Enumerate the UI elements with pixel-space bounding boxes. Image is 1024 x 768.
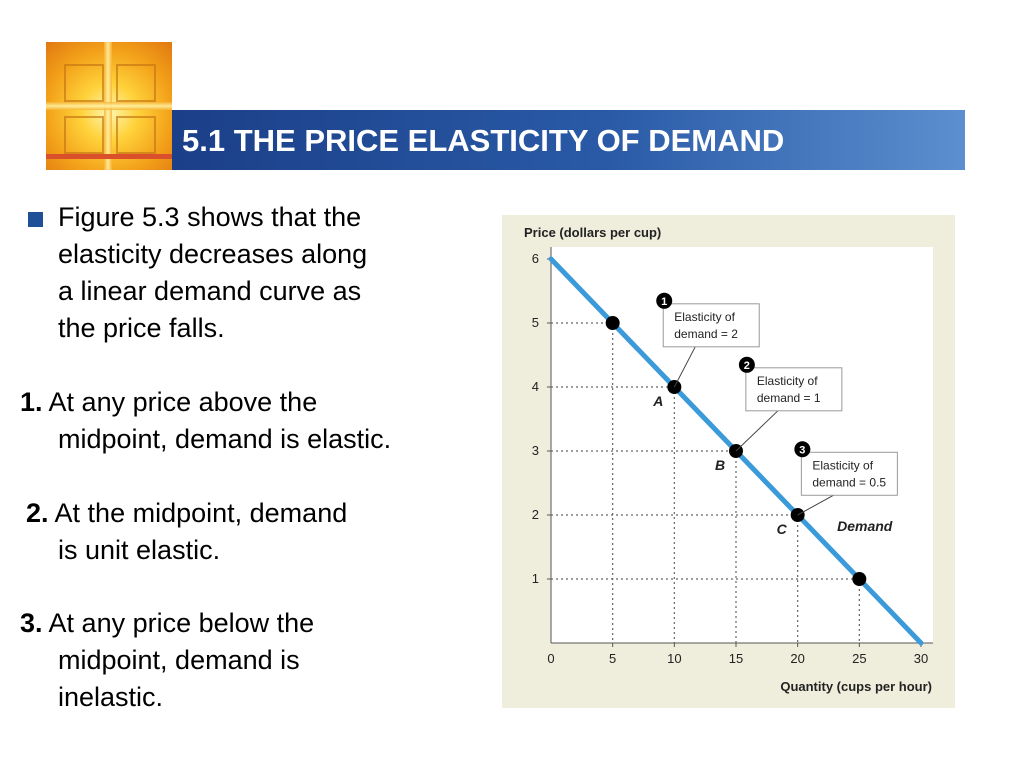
point-label: B: [715, 457, 725, 473]
bullet-line: Figure 5.3 shows that the: [58, 202, 362, 232]
point-text: midpoint, demand is elastic.: [58, 424, 392, 454]
y-axis-label: Price (dollars per cup): [524, 225, 661, 240]
bullet-paragraph: Figure 5.3 shows that the elasticity dec…: [58, 199, 367, 347]
annotation-marker-number: 1: [661, 296, 667, 308]
annotation-line1: Elasticity of: [757, 374, 818, 388]
bullet-line: elasticity decreases along: [58, 239, 368, 269]
y-tick-label: 5: [532, 315, 539, 330]
demand-chart: Price (dollars per cup) Quantity (cups p…: [524, 225, 933, 694]
x-tick-label: 10: [667, 651, 681, 666]
data-point: [605, 316, 620, 330]
annotation-box: [800, 451, 898, 496]
logo-image: [46, 42, 172, 170]
x-tick-label: 15: [729, 651, 743, 666]
annotation-line2: demand = 0.5: [812, 475, 886, 489]
annotation-marker: [738, 356, 755, 373]
point-label: A: [652, 393, 663, 409]
point-number: 1.: [20, 387, 43, 417]
y-tick-label: 3: [532, 443, 539, 458]
x-axis-label: Quantity (cups per hour): [780, 679, 932, 694]
annotation-marker: [656, 292, 673, 309]
demand-label: Demand: [837, 518, 893, 534]
annotation-line1: Elasticity of: [674, 310, 735, 324]
data-point: [790, 508, 805, 522]
point-label: C: [777, 521, 788, 537]
y-tick-label: 4: [532, 379, 539, 394]
chart-panel: Price (dollars per cup) Quantity (cups p…: [502, 215, 955, 708]
point-1: 1. At any price above the midpoint, dema…: [20, 384, 391, 458]
point-text: midpoint, demand is: [58, 645, 300, 675]
x-tick-label: 25: [852, 651, 866, 666]
x-tick-label: 30: [914, 651, 928, 666]
bullet-line: the price falls.: [58, 313, 225, 343]
y-tick-label: 2: [532, 507, 539, 522]
annotation-line2: demand = 1: [757, 391, 821, 405]
annotation-leader: [735, 410, 779, 452]
x-tick-label: 20: [790, 651, 804, 666]
bullet-square-icon: [28, 212, 43, 227]
point-number: 2.: [26, 498, 49, 528]
data-point: [667, 380, 682, 394]
annotation-marker: [794, 441, 811, 458]
point-number: 3.: [20, 608, 43, 638]
annotation-marker-number: 3: [799, 444, 805, 456]
annotation-line1: Elasticity of: [812, 458, 873, 472]
x-tick-label: 0: [547, 651, 554, 666]
x-tick-label: 5: [609, 651, 616, 666]
point-2: 2. At the midpoint, demand is unit elast…: [26, 495, 347, 569]
y-tick-label: 1: [532, 571, 539, 586]
point-text: is unit elastic.: [58, 535, 221, 565]
annotation-leader: [673, 346, 696, 388]
data-point: [852, 572, 867, 586]
slide-title: 5.1 THE PRICE ELASTICITY OF DEMAND: [182, 123, 785, 158]
point-text: At any price below the: [48, 608, 315, 638]
point-text: At the midpoint, demand: [54, 498, 348, 528]
annotation-box: [662, 303, 760, 348]
point-3: 3. At any price below the midpoint, dema…: [20, 605, 314, 716]
point-text: At any price above the: [48, 387, 318, 417]
annotation-line2: demand = 2: [674, 327, 738, 341]
point-text: inelastic.: [58, 682, 164, 712]
title-bar: 5.1 THE PRICE ELASTICITY OF DEMAND: [172, 110, 965, 170]
annotation-marker-number: 2: [744, 360, 750, 372]
bullet-line: a linear demand curve as: [58, 276, 362, 306]
annotation-box: [745, 367, 843, 412]
annotation-leader: [797, 494, 834, 516]
y-tick-label: 6: [532, 251, 539, 266]
